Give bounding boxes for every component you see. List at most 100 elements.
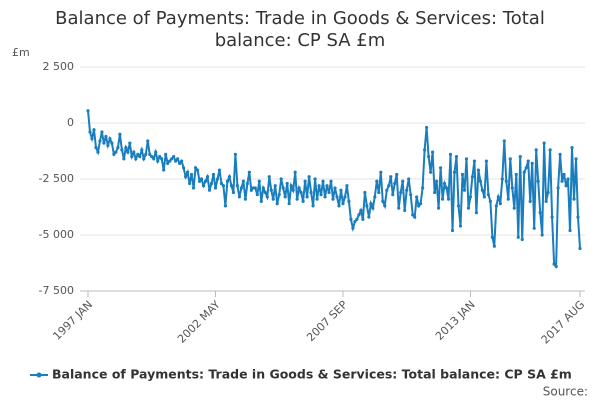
data-point <box>128 141 132 145</box>
data-point <box>225 179 230 183</box>
data-point <box>126 150 130 154</box>
data-point <box>257 179 261 183</box>
data-point <box>500 177 504 181</box>
data-point <box>152 157 156 161</box>
data-point <box>138 155 142 159</box>
data-point <box>546 190 550 195</box>
data-point <box>255 193 259 197</box>
data-point <box>231 190 236 195</box>
data-point <box>227 175 232 179</box>
data-point <box>96 150 100 154</box>
data-point <box>176 157 180 161</box>
data-point <box>201 184 206 188</box>
data-point <box>409 193 413 197</box>
data-point <box>498 202 502 206</box>
data-point <box>245 181 249 186</box>
data-point <box>92 128 96 132</box>
data-point <box>405 188 409 192</box>
x-tick-label: 2017 AUG <box>539 298 588 347</box>
data-point <box>158 155 162 159</box>
data-point <box>568 228 572 233</box>
data-point <box>349 217 353 221</box>
data-point <box>263 190 267 195</box>
data-point <box>393 181 397 186</box>
data-point <box>247 170 251 174</box>
data-point <box>502 139 506 143</box>
y-tick-label: -7 500 <box>39 284 74 297</box>
y-tick-label: -2 500 <box>39 172 74 185</box>
data-point <box>291 188 295 192</box>
data-point <box>387 184 391 188</box>
data-point <box>189 172 194 177</box>
data-point <box>383 204 387 208</box>
data-point <box>315 197 319 201</box>
data-point <box>178 161 182 165</box>
data-point <box>146 139 150 143</box>
data-point <box>333 186 337 190</box>
data-point <box>217 168 222 172</box>
data-point <box>142 157 146 161</box>
data-point <box>488 199 492 203</box>
data-point <box>456 204 461 208</box>
data-point <box>536 179 540 183</box>
data-point <box>325 184 329 188</box>
data-point <box>403 208 407 212</box>
data-point <box>271 197 275 201</box>
data-point <box>562 172 566 177</box>
data-point <box>472 159 477 163</box>
data-point <box>301 199 305 203</box>
data-point <box>112 152 116 156</box>
data-point <box>140 148 144 152</box>
data-point <box>510 186 514 190</box>
data-point <box>522 170 526 174</box>
data-point <box>429 170 433 174</box>
data-point <box>193 166 198 170</box>
data-point <box>506 197 510 201</box>
data-point <box>203 179 208 183</box>
data-point <box>450 228 455 233</box>
data-point <box>464 157 469 161</box>
data-point <box>413 215 417 219</box>
data-point <box>98 139 102 143</box>
data-point <box>114 150 118 154</box>
data-point <box>172 155 176 159</box>
data-point <box>423 148 427 152</box>
data-point <box>168 159 172 163</box>
data-point <box>476 168 481 172</box>
data-point <box>528 199 532 203</box>
data-point <box>299 190 303 195</box>
data-point <box>305 195 309 199</box>
data-point <box>323 195 327 199</box>
data-point <box>347 199 351 203</box>
data-point <box>438 166 443 170</box>
data-point <box>90 137 94 141</box>
data-point <box>120 148 124 152</box>
data-point <box>484 159 488 163</box>
data-point <box>144 152 148 156</box>
data-point <box>100 130 104 134</box>
x-tick-label: 2007 SEP <box>304 298 350 344</box>
data-point <box>375 179 379 183</box>
data-point <box>265 195 269 199</box>
data-point <box>116 146 120 150</box>
data-point <box>566 177 570 181</box>
data-point <box>273 184 277 188</box>
data-point <box>430 150 435 154</box>
chart-title: Balance of Payments: Trade in Goods & Se… <box>55 8 545 51</box>
data-point <box>136 152 140 156</box>
data-point <box>235 184 239 188</box>
data-point <box>512 206 516 210</box>
data-point <box>261 186 265 190</box>
data-point <box>337 204 341 208</box>
data-point <box>221 184 226 188</box>
data-point <box>269 188 273 192</box>
data-point <box>307 175 311 179</box>
data-point <box>548 148 552 152</box>
data-point <box>223 204 228 208</box>
data-point <box>327 190 331 195</box>
data-point <box>88 130 92 134</box>
data-point <box>241 179 245 183</box>
data-point <box>373 195 377 199</box>
data-point <box>474 211 479 215</box>
data-point <box>542 141 546 145</box>
